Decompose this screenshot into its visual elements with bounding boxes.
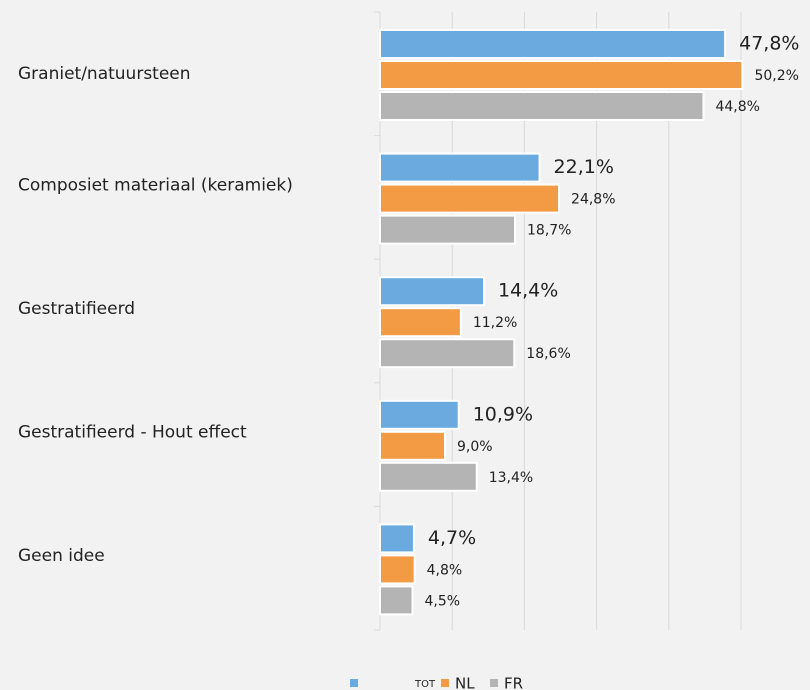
- legend-label: TOT: [414, 679, 436, 690]
- category-label: Composiet materiaal (keramiek): [18, 175, 293, 195]
- bar: [379, 585, 414, 616]
- bar: [379, 461, 478, 492]
- legend-label: FR: [504, 675, 523, 690]
- value-label: 14,4%: [498, 280, 558, 302]
- value-label: 44,8%: [715, 99, 759, 115]
- bar: [379, 152, 541, 183]
- category-label: Gestratifieerd: [18, 299, 135, 319]
- bar: [379, 554, 416, 585]
- value-label: 13,4%: [489, 470, 533, 486]
- value-label: 9,0%: [457, 439, 493, 455]
- bar: [379, 430, 446, 461]
- legend-swatch: [350, 679, 358, 687]
- value-label: 11,2%: [473, 315, 517, 331]
- bar: [379, 523, 415, 554]
- bar: [379, 183, 561, 214]
- legend-label: NL: [455, 675, 475, 690]
- bar: [379, 307, 462, 338]
- legend-swatch: [441, 679, 449, 687]
- value-label: 24,8%: [571, 192, 615, 208]
- value-label: 18,7%: [527, 223, 571, 239]
- bar: [379, 399, 460, 430]
- bar: [379, 29, 727, 59]
- category-label: Geen idee: [18, 546, 105, 566]
- value-label: 47,8%: [739, 33, 799, 55]
- value-label: 4,7%: [428, 527, 476, 549]
- category-label: Gestratifieerd - Hout effect: [18, 423, 247, 443]
- bar: [379, 60, 744, 90]
- category-label: Graniet/natuursteen: [18, 64, 191, 84]
- legend-swatch: [490, 679, 498, 687]
- value-label: 22,1%: [554, 156, 614, 178]
- bar: [379, 276, 485, 307]
- bar: [379, 338, 516, 369]
- value-label: 4,8%: [427, 562, 463, 578]
- value-label: 50,2%: [754, 68, 798, 84]
- bar: [379, 91, 705, 121]
- value-label: 4,5%: [424, 593, 460, 609]
- value-label: 18,6%: [526, 346, 570, 362]
- bar: [379, 214, 517, 245]
- value-label: 10,9%: [473, 403, 533, 425]
